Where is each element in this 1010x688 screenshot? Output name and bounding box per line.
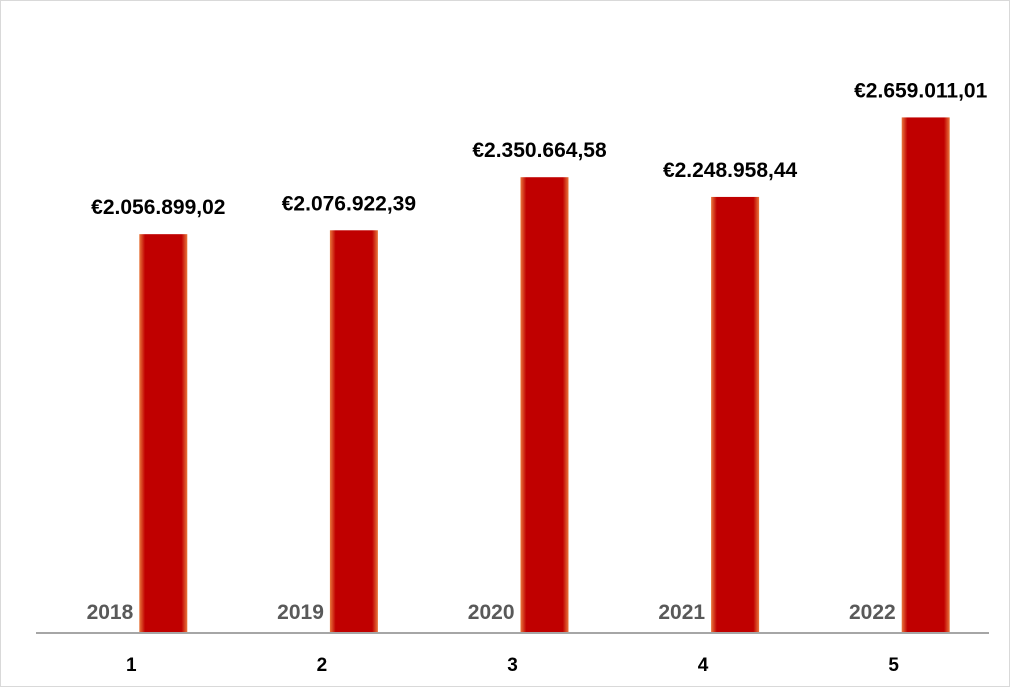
value-label-5: €2.659.011,01 [854, 79, 987, 102]
labels-group: €2.056.899,02 2018 1 €2.076.922,39 2019 2 €2.3… [87, 79, 988, 676]
bar-5 [901, 117, 950, 634]
bar-3 [520, 177, 569, 633]
year-label-2022: 2022 [849, 601, 896, 624]
year-label-2021: 2021 [658, 601, 705, 624]
x-tick-4: 4 [698, 655, 709, 676]
bar-4 [711, 196, 760, 633]
x-tick-5: 5 [888, 655, 899, 676]
value-label-1: €2.056.899,02 [91, 196, 225, 219]
year-label-2019: 2019 [277, 601, 324, 624]
year-label-2018: 2018 [87, 601, 134, 624]
bar-1 [139, 234, 188, 633]
bars-group [139, 117, 950, 634]
value-label-2: €2.076.922,39 [282, 192, 416, 215]
value-label-4: €2.248.958,44 [663, 159, 798, 182]
x-tick-1: 1 [126, 655, 137, 676]
value-label-3: €2.350.664,58 [472, 139, 607, 162]
x-tick-3: 3 [507, 655, 518, 676]
x-tick-2: 2 [317, 655, 328, 676]
bar-2 [329, 230, 378, 633]
year-label-2020: 2020 [468, 601, 515, 624]
